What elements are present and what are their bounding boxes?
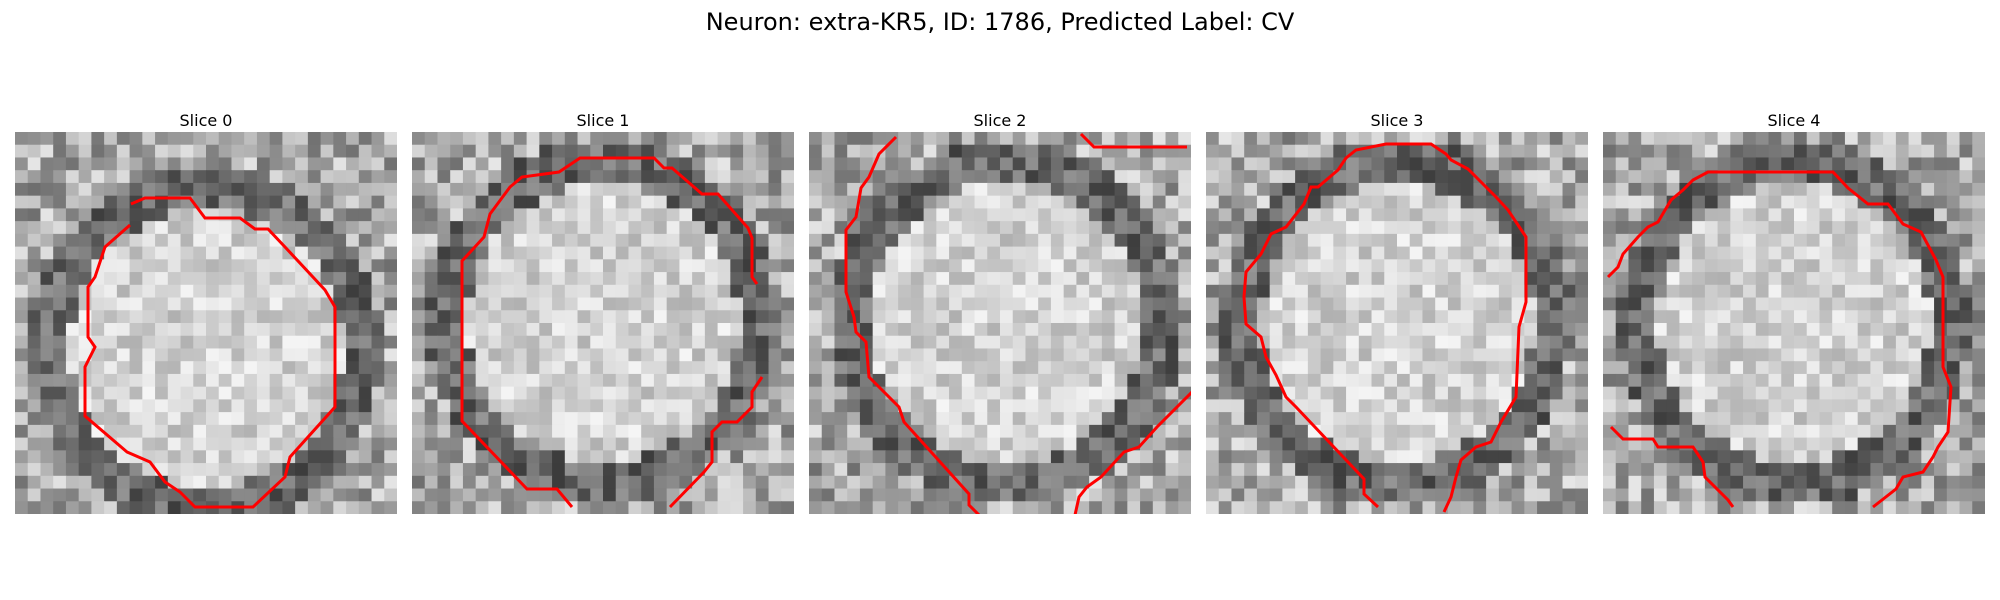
grayscale-tiles bbox=[15, 132, 397, 514]
contour-line bbox=[1242, 142, 1528, 513]
slice-image bbox=[809, 132, 1191, 514]
figure-title: Neuron: extra-KR5, ID: 1786, Predicted L… bbox=[705, 8, 1295, 36]
slice-title: Slice 4 bbox=[1767, 111, 1821, 130]
slice-image bbox=[1603, 132, 1985, 514]
slice-title: Slice 3 bbox=[1370, 111, 1424, 130]
grayscale-tiles bbox=[412, 132, 794, 514]
slice-panel-3: Slice 3 bbox=[1206, 110, 1588, 514]
slice-image bbox=[412, 132, 794, 514]
contour-line bbox=[83, 196, 337, 509]
slice-panel-0: Slice 0 bbox=[15, 110, 397, 514]
slice-image bbox=[1206, 132, 1588, 514]
contour-line bbox=[668, 376, 764, 509]
grayscale-tiles bbox=[1206, 132, 1588, 514]
contour-line bbox=[844, 135, 981, 514]
contour-line bbox=[1079, 132, 1187, 149]
contour-line bbox=[460, 156, 759, 508]
slice-image bbox=[15, 132, 397, 514]
slice-title: Slice 1 bbox=[576, 111, 630, 130]
contour-line bbox=[1609, 425, 1735, 508]
slice-panel-2: Slice 2 bbox=[809, 110, 1191, 514]
contour-line bbox=[1073, 390, 1191, 514]
slice-title: Slice 2 bbox=[973, 111, 1027, 130]
grayscale-tiles bbox=[1603, 132, 1985, 514]
contour-line bbox=[1606, 170, 1953, 509]
slice-title: Slice 0 bbox=[179, 111, 233, 130]
slice-panel-4: Slice 4 bbox=[1603, 110, 1985, 514]
grayscale-tiles bbox=[809, 132, 1191, 514]
slice-panel-1: Slice 1 bbox=[412, 110, 794, 514]
